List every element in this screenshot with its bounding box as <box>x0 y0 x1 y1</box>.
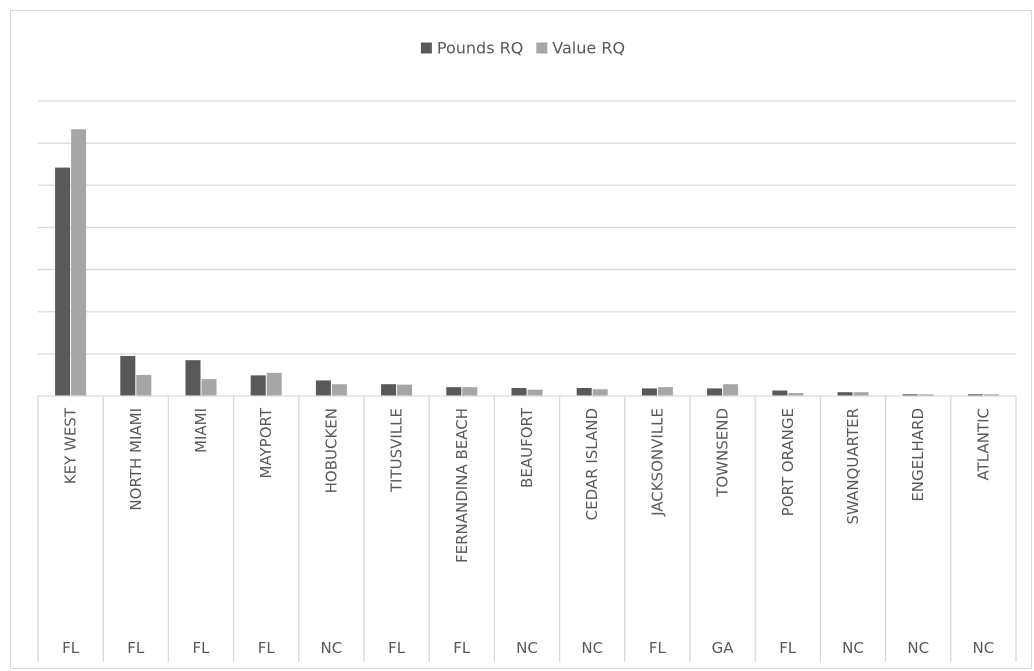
state-label: NC <box>973 639 995 657</box>
state-label: FL <box>193 639 211 657</box>
bar-pounds-rq-swanquarter <box>837 392 853 396</box>
bar-pounds-rq-cedar-island <box>576 387 592 396</box>
bar-value-rq-atlantic <box>983 394 999 396</box>
state-label: NC <box>907 639 929 657</box>
x-tick-label: MIAMI <box>192 408 210 453</box>
bar-value-rq-titusville <box>397 384 413 396</box>
bar-value-rq-fernandina-beach <box>462 387 478 396</box>
legend-swatch-value-rq <box>536 42 548 54</box>
x-tick-label: BEAUFORT <box>518 407 536 488</box>
bar-pounds-rq-townsend <box>707 388 723 396</box>
gridlines <box>38 100 1016 355</box>
state-label: FL <box>127 639 145 657</box>
x-tick-label: KEY WEST <box>62 407 80 484</box>
bar-pounds-rq-port-orange <box>772 390 788 396</box>
bar-value-rq-key-west <box>71 129 87 396</box>
bar-value-rq-cedar-island <box>592 389 608 396</box>
bar-value-rq-port-orange <box>788 393 804 396</box>
bar-pounds-rq-atlantic <box>967 394 983 396</box>
bar-pounds-rq-fernandina-beach <box>446 387 462 396</box>
legend-label-value-rq: Value RQ <box>552 39 625 58</box>
state-label: FL <box>649 639 667 657</box>
state-label: FL <box>388 639 406 657</box>
x-tick-label: PORT ORANGE <box>779 408 797 516</box>
bar-value-rq-mayport <box>266 372 282 396</box>
bars <box>55 129 999 396</box>
bar-value-rq-townsend <box>723 384 739 396</box>
state-label: GA <box>712 639 735 657</box>
state-label: FL <box>453 639 471 657</box>
bar-pounds-rq-jacksonville <box>641 388 657 396</box>
bar-value-rq-engelhard <box>918 394 934 396</box>
legend: Pounds RQ Value RQ <box>420 39 625 58</box>
x-tick-label: TOWNSEND <box>714 408 732 498</box>
state-label: NC <box>581 639 603 657</box>
category-table: KEY WEST NORTH MIAMI MIAMI MAYPORT HOBUCKEN T… <box>37 395 1017 662</box>
bar-pounds-rq-key-west <box>55 167 71 396</box>
legend-swatch-pounds-rq <box>420 42 432 54</box>
x-tick-label: JACKSONVILLE <box>648 408 666 517</box>
x-tick-label: ATLANTIC <box>974 408 992 481</box>
bar-pounds-rq-beaufort <box>511 387 527 396</box>
bar-value-rq-swanquarter <box>853 392 869 396</box>
x-tick-label: TITUSVILLE <box>388 408 406 493</box>
x-tick-label: FERNANDINA BEACH <box>453 408 471 563</box>
state-label: FL <box>258 639 276 657</box>
bar-value-rq-miami <box>201 379 217 396</box>
x-tick-label: HOBUCKEN <box>322 408 340 493</box>
bar-pounds-rq-titusville <box>381 384 397 396</box>
bar-pounds-rq-hobucken <box>315 380 331 396</box>
x-tick-label: NORTH MIAMI <box>127 408 145 511</box>
x-tick-label: ENGELHARD <box>909 408 927 502</box>
legend-label-pounds-rq: Pounds RQ <box>437 39 523 58</box>
bar-pounds-rq-north-miami <box>120 355 136 396</box>
bar-value-rq-north-miami <box>136 374 152 396</box>
bar-pounds-rq-engelhard <box>902 394 918 396</box>
x-tick-label: CEDAR ISLAND <box>583 408 601 520</box>
x-tick-label: MAYPORT <box>257 407 275 478</box>
x-tick-label: SWANQUARTER <box>844 408 862 524</box>
state-label: NC <box>842 639 864 657</box>
state-label: FL <box>779 639 797 657</box>
bar-value-rq-jacksonville <box>657 387 673 396</box>
state-label: NC <box>516 639 538 657</box>
state-label: FL <box>62 639 80 657</box>
bar-pounds-rq-miami <box>185 360 201 396</box>
state-label: NC <box>321 639 343 657</box>
chart-frame <box>10 10 1032 669</box>
bar-pounds-rq-mayport <box>250 375 266 396</box>
bar-value-rq-beaufort <box>527 389 543 396</box>
bar-value-rq-hobucken <box>331 384 347 396</box>
